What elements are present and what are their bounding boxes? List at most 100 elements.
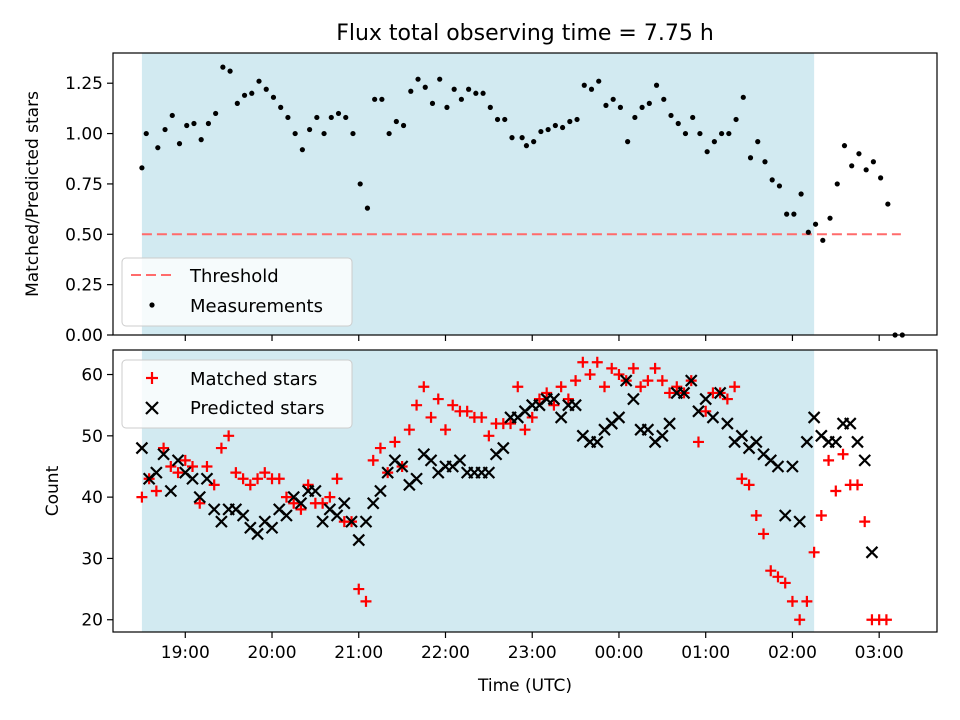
matched-stars-point [729, 381, 741, 393]
measurement-point [350, 130, 356, 137]
predicted-stars-point [497, 441, 510, 455]
predicted-stars-point [771, 460, 785, 473]
measurement-point [364, 205, 371, 211]
matched-stars-point [418, 381, 430, 393]
matched-stars-point [165, 460, 177, 472]
measurement-point [625, 139, 631, 145]
measurement-point [256, 78, 262, 84]
measurement-point [292, 130, 298, 137]
measurement-point [314, 114, 320, 121]
count-axes-frame [112, 349, 938, 633]
predicted-stars-point [345, 515, 358, 528]
measurement-point [393, 118, 399, 125]
matched-stars-point [439, 424, 451, 436]
matched-stars-point [664, 387, 676, 399]
matched-stars-point [512, 381, 524, 393]
matched-stars-point [779, 577, 791, 589]
matched-stars-point [331, 473, 343, 485]
matched-stars-point [851, 479, 863, 491]
predicted-stars-point [829, 435, 843, 449]
predicted-stars-point [294, 496, 308, 510]
matched-stars-point [613, 369, 625, 381]
figure-title: Flux total observing time = 7.75 h [336, 21, 714, 46]
measurement-point [502, 116, 508, 123]
predicted-stars-point [684, 374, 698, 387]
matched-stars-point [215, 442, 227, 454]
measurement-point [198, 137, 204, 143]
count-x-tick-label: 02:00 [768, 643, 817, 663]
matched-stars-point [721, 393, 733, 405]
predicted-stars-point [569, 398, 582, 412]
matched-stars-point [837, 448, 849, 460]
matched-stars-point [353, 583, 365, 595]
measurement-point [343, 114, 349, 121]
measurement-point [408, 88, 414, 94]
ratio-y-axis-label: Matched/Predicted stars [23, 91, 43, 297]
measurement-point [588, 86, 595, 92]
count-legend-box [121, 359, 353, 429]
predicted-stars-point [554, 411, 568, 424]
measurement-point [805, 229, 811, 235]
predicted-stars-point [150, 466, 163, 479]
measurement-point [487, 104, 493, 110]
measurement-point [227, 68, 233, 74]
measurement-point [523, 143, 530, 149]
measurement-point [249, 90, 255, 96]
predicted-stars-point [735, 429, 749, 443]
measurement-point [241, 92, 248, 98]
measurement-point [827, 215, 833, 221]
measurement-point [769, 177, 775, 183]
measurement-point [719, 130, 725, 137]
matched-stars-point [172, 467, 184, 479]
measurement-point [661, 96, 667, 102]
ratio-y-tick-label: 0.00 [65, 326, 103, 346]
matched-stars-point [425, 411, 437, 423]
predicted-stars-point [330, 509, 344, 522]
matched-stars-point [880, 614, 892, 626]
measurement-point [885, 201, 891, 207]
count-x-tick-label: 03:00 [855, 643, 904, 663]
count-x-tick-label: 22:00 [421, 643, 470, 663]
predicted-stars-point [280, 509, 293, 522]
count-y-tick-label: 20 [81, 611, 103, 631]
measurement-point [596, 78, 602, 84]
count-points-group [135, 356, 892, 626]
measurement-point [820, 237, 826, 243]
matched-stars-point [794, 614, 806, 626]
measurement-point [740, 94, 746, 100]
ratio-tick-group: 0.00 0.25 0.50 0.75 1.00 1.25 [65, 74, 880, 346]
matched-stars-point [150, 485, 162, 497]
matched-stars-point [447, 399, 459, 411]
matched-stars-point [562, 393, 574, 405]
ratio-y-tick-label: 0.50 [65, 225, 103, 245]
measurement-point [776, 183, 783, 189]
measurement-point [690, 114, 696, 121]
matched-stars-point [244, 479, 256, 491]
count-y-tick-label: 50 [81, 427, 103, 447]
count-legend: Matched stars Predicted stars [121, 359, 353, 429]
predicted-stars-point [374, 484, 387, 498]
measurement-point [646, 100, 652, 106]
ratio-points-group [139, 64, 905, 338]
ratio-legend: Threshold Measurements [121, 257, 353, 327]
matched-stars-point [208, 479, 220, 491]
predicted-stars-point [381, 466, 394, 479]
measurement-point [328, 114, 334, 121]
predicted-stars-point [309, 484, 322, 498]
predicted-stars-point [786, 460, 799, 473]
measurement-point [335, 110, 342, 117]
matched-stars-point [599, 381, 611, 393]
matched-stars-point [692, 436, 704, 448]
matched-stars-point [259, 467, 271, 479]
predicted-stars-point [359, 515, 373, 528]
count-y-tick-label: 60 [81, 366, 103, 386]
predicted-stars-point [865, 546, 879, 559]
predicted-stars-point [778, 509, 792, 522]
legend-measurements-swatch [149, 302, 155, 308]
matched-stars-point [584, 369, 596, 381]
measurement-point [653, 82, 660, 88]
measurement-point [841, 143, 848, 149]
measurement-point [155, 145, 161, 151]
matched-stars-point [700, 405, 712, 417]
